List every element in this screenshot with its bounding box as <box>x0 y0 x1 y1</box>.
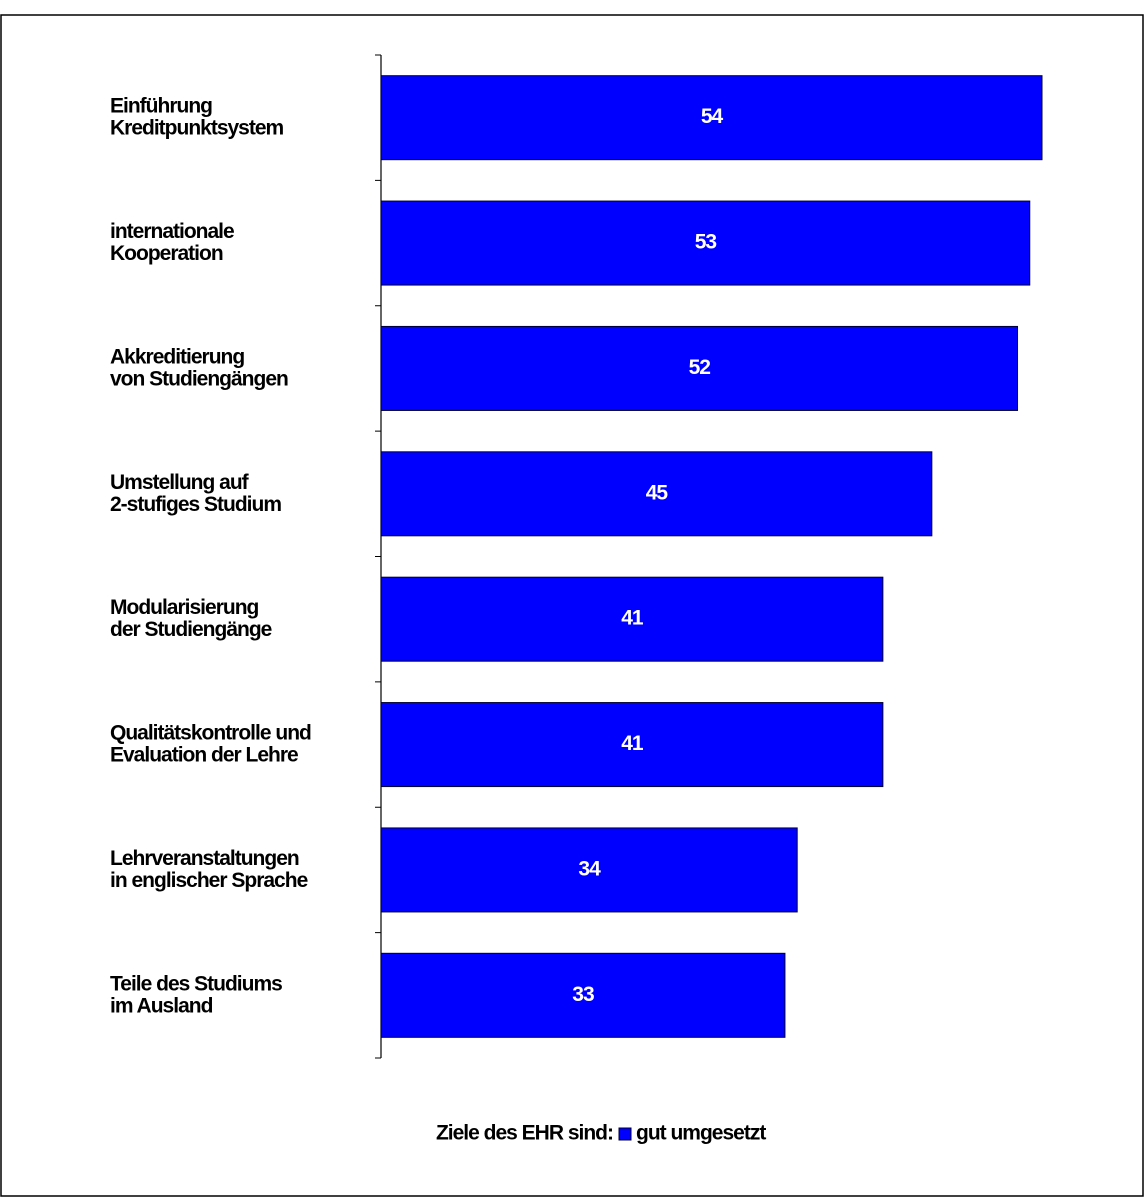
legend-swatch <box>618 1127 632 1141</box>
value-label: 45 <box>646 481 669 504</box>
bar <box>380 576 884 662</box>
category-label: Lehrveranstaltungen in englischer Sprache <box>110 846 308 891</box>
bar <box>380 952 786 1038</box>
value-label: 41 <box>621 732 644 755</box>
category-label: internationale Kooperation <box>110 220 234 265</box>
value-label: 54 <box>701 105 724 128</box>
bar <box>380 75 1043 161</box>
bar <box>380 200 1031 286</box>
category-label: Qualitätskontrolle und Evaluation der Leh… <box>110 721 311 766</box>
category-label: Teile des Studiums im Ausland <box>110 972 282 1017</box>
category-label: Modularisierung der Studiengänge <box>110 596 272 641</box>
bar <box>380 325 1019 411</box>
value-label: 53 <box>695 231 717 254</box>
bar <box>380 827 798 913</box>
category-label: Akkreditierung von Studiengängen <box>110 345 288 390</box>
frame <box>0 14 1144 1197</box>
value-label: 52 <box>689 356 711 379</box>
legend-title: Ziele des EHR sind: <box>436 1122 613 1145</box>
category-label: Umstellung auf 2-stufiges Studium <box>110 470 281 515</box>
value-label: 41 <box>621 607 644 630</box>
bar <box>380 702 884 788</box>
category-label: Einführung Kreditpunktsystem <box>110 94 284 139</box>
value-label: 33 <box>572 983 594 1006</box>
bar <box>380 451 933 537</box>
value-label: 34 <box>578 857 601 880</box>
legend-entry: gut umgesetzt <box>636 1122 766 1145</box>
